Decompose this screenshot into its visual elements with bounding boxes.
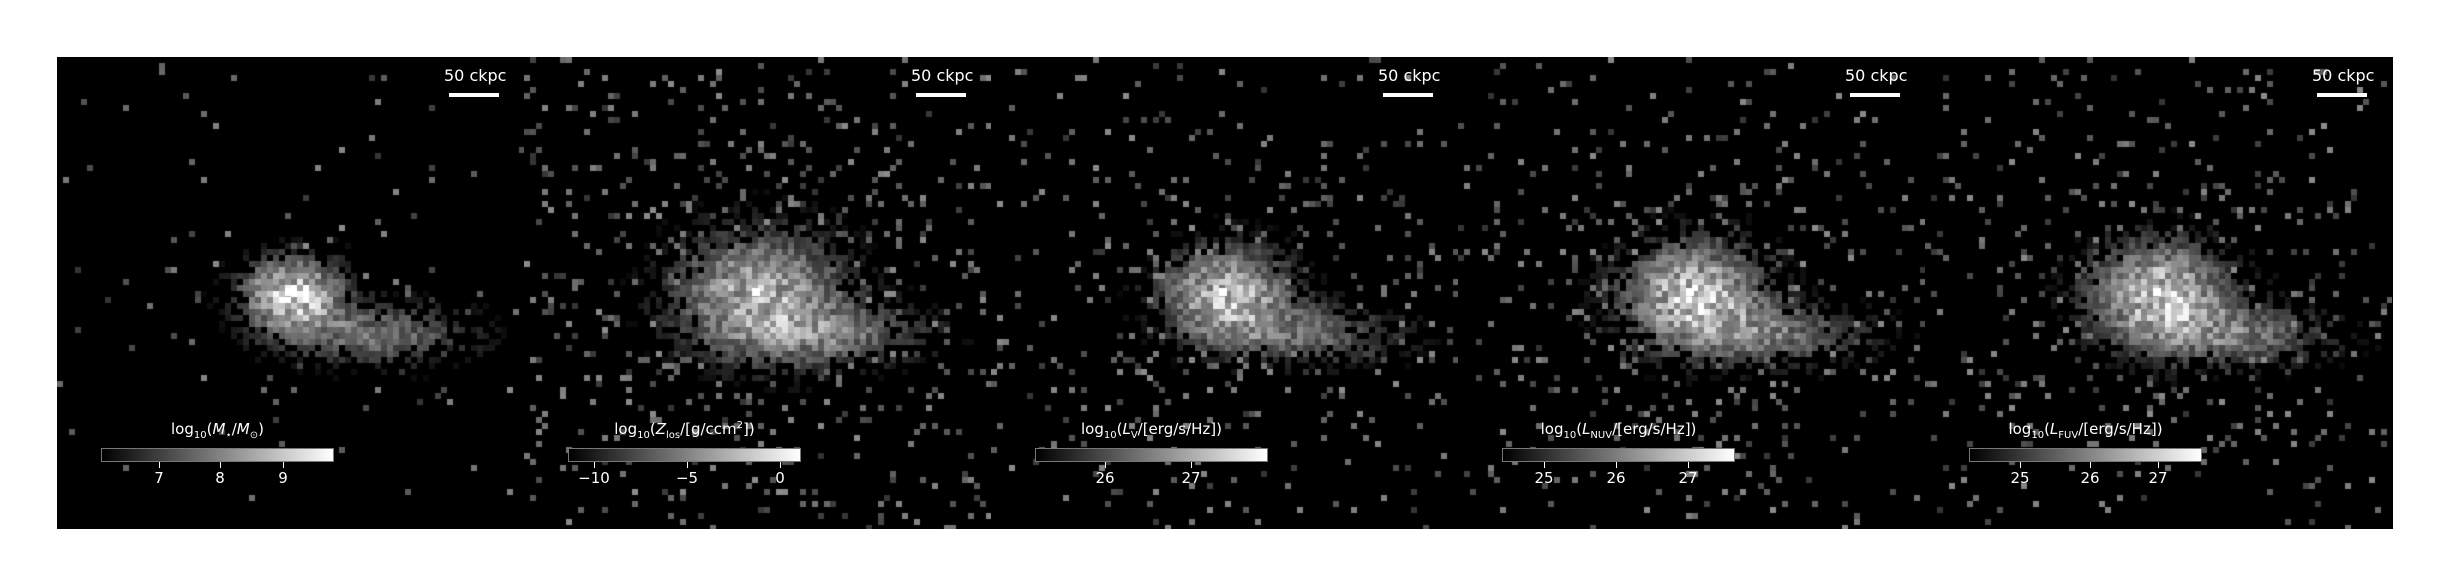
panel-v-band-luminosity: 50 ckpc log10(LV/[erg/s/Hz]) 26 27 <box>991 57 1458 529</box>
scale-bar-label: 50 ckpc <box>1845 66 1908 85</box>
colorbar-tick-label: 27 <box>1678 469 1698 487</box>
panel-line-of-sight-metallicity: 50 ckpc log10(Zlos/[g/ccm2]) −10 −5 0 <box>524 57 991 529</box>
scale-bar: 50 ckpc <box>1378 66 1441 97</box>
colorbar-label: log10(Zlos/[g/ccm2]) <box>614 420 755 441</box>
colorbar-label: log10(M⋆/M⊙) <box>171 420 264 441</box>
scale-bar: 50 ckpc <box>2312 66 2375 97</box>
colorbar-tick <box>780 462 781 468</box>
colorbar-tick-label: 0 <box>775 469 785 487</box>
scale-bar: 50 ckpc <box>444 66 507 97</box>
scale-bar-line <box>2317 93 2367 97</box>
scale-bar-line <box>1383 93 1433 97</box>
scale-bar-label: 50 ckpc <box>444 66 507 85</box>
scale-bar-line <box>916 93 966 97</box>
colorbar-tick-label: 26 <box>1606 469 1626 487</box>
colorbar-tick <box>2020 462 2021 468</box>
colorbar-tick <box>594 462 595 468</box>
colorbar-tick <box>1688 462 1689 468</box>
colorbar-tick <box>1191 462 1192 468</box>
colorbar-label: log10(LNUV/[erg/s/Hz]) <box>1540 420 1697 441</box>
colorbar-tick-label: 25 <box>2010 469 2030 487</box>
colorbar-tick <box>687 462 688 468</box>
colorbar-tick-label: 26 <box>2080 469 2100 487</box>
colorbar-tick <box>2158 462 2159 468</box>
colorbar-tick-label: 7 <box>154 469 164 487</box>
colorbar-tick-label: 8 <box>215 469 225 487</box>
scale-bar-label: 50 ckpc <box>2312 66 2375 85</box>
colorbar-label: log10(LV/[erg/s/Hz]) <box>1080 420 1222 441</box>
colorbar-tick-label: −5 <box>675 469 699 487</box>
colorbar-tick <box>159 462 160 468</box>
colorbar-tick-label: 25 <box>1534 469 1554 487</box>
scale-bar-label: 50 ckpc <box>1378 66 1441 85</box>
scale-bar-line <box>1850 93 1900 97</box>
colorbar-tick-label: 27 <box>2148 469 2168 487</box>
colorbar <box>1969 448 2202 462</box>
colorbar-label: log10(LFUV/[erg/s/Hz]) <box>2008 420 2163 441</box>
colorbar-tick <box>1105 462 1106 468</box>
scale-bar: 50 ckpc <box>911 66 974 97</box>
colorbar-tick <box>1544 462 1545 468</box>
colorbar-tick <box>2090 462 2091 468</box>
colorbar-tick <box>220 462 221 468</box>
galaxy-map-figure: 50 ckpc log10(M⋆/M⊙) 7 8 9 50 ckpc log10(Z… <box>57 57 2393 529</box>
colorbar-tick <box>283 462 284 468</box>
panel-nuv-luminosity: 50 ckpc log10(LNUV/[erg/s/Hz]) 25 26 27 <box>1458 57 1925 529</box>
colorbar-tick-label: −10 <box>578 469 610 487</box>
colorbar-tick-label: 27 <box>1181 469 1201 487</box>
colorbar-tick-label: 9 <box>278 469 288 487</box>
panel-stellar-mass: 50 ckpc log10(M⋆/M⊙) 7 8 9 <box>57 57 524 529</box>
panel-fuv-luminosity: 50 ckpc log10(LFUV/[erg/s/Hz]) 25 26 27 <box>1925 57 2392 529</box>
colorbar <box>568 448 801 462</box>
scale-bar: 50 ckpc <box>1845 66 1908 97</box>
scale-bar-line <box>449 93 499 97</box>
scale-bar-label: 50 ckpc <box>911 66 974 85</box>
colorbar-tick <box>1616 462 1617 468</box>
colorbar <box>101 448 334 462</box>
colorbar <box>1502 448 1735 462</box>
colorbar <box>1035 448 1268 462</box>
colorbar-tick-label: 26 <box>1095 469 1115 487</box>
